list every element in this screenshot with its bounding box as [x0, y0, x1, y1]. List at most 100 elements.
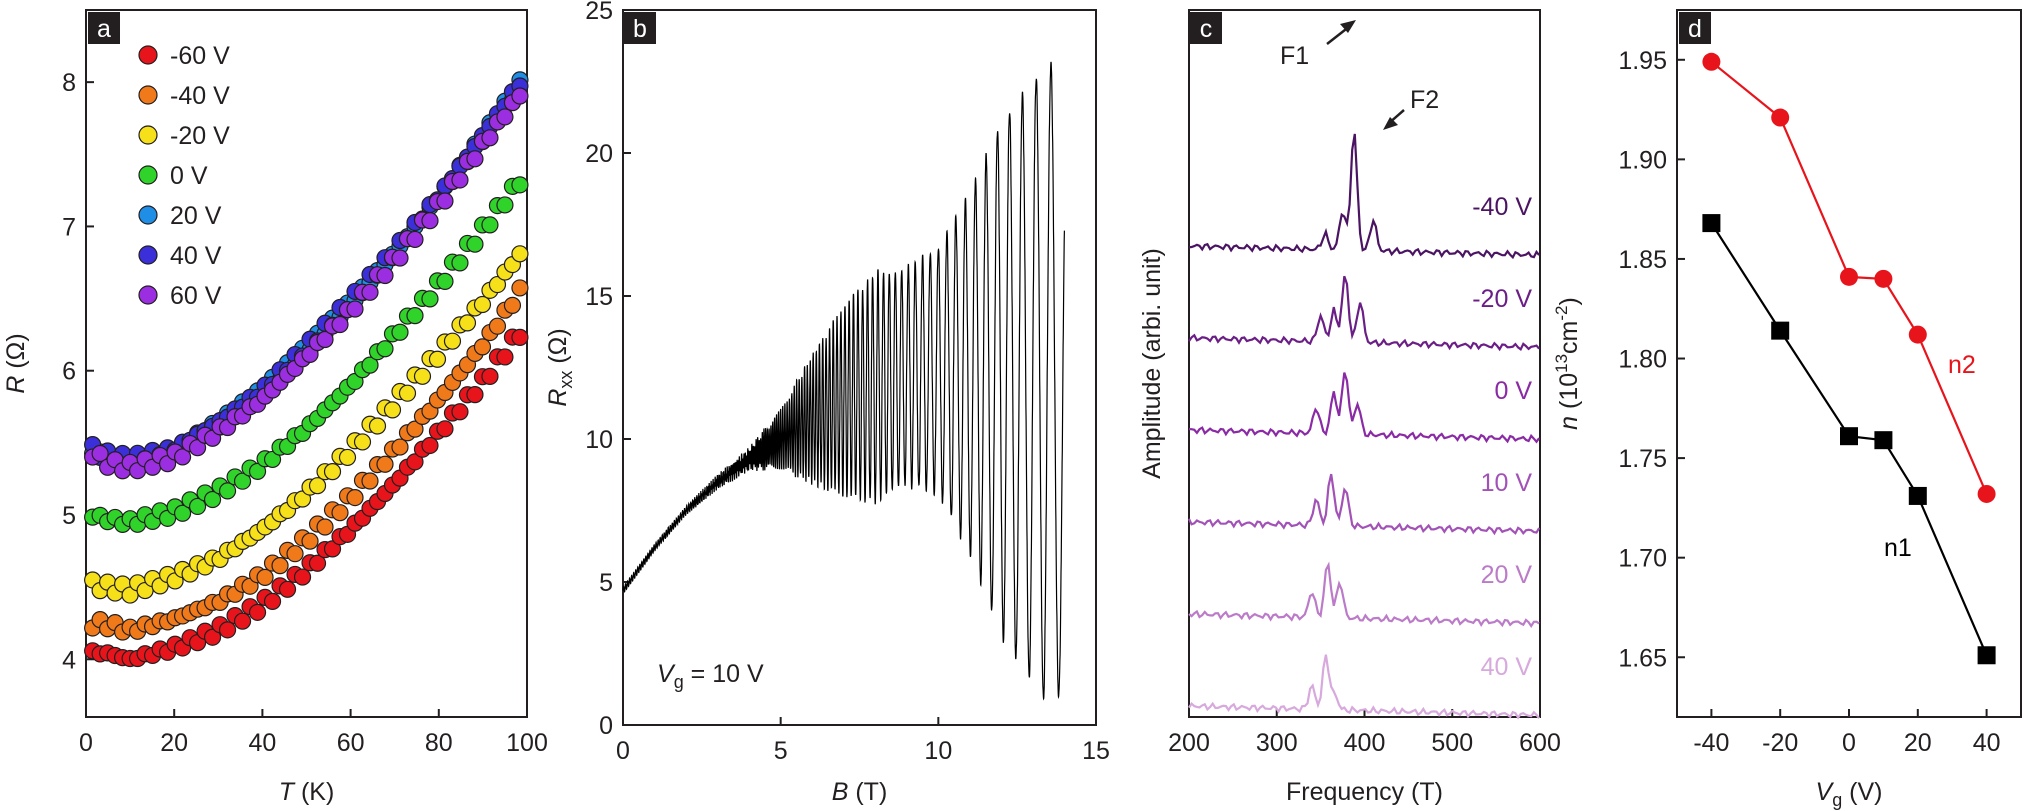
panel-b-annotation-sub: g [674, 672, 684, 692]
legend-label: -40 V [170, 82, 230, 110]
data-point [391, 438, 409, 456]
legend-marker [138, 125, 158, 145]
series-0V [84, 176, 529, 534]
data-point [406, 307, 424, 325]
panel-d-ylabel-sup2: -2 [1552, 305, 1571, 320]
data-point [421, 290, 439, 308]
data-point [316, 330, 334, 349]
data-point [1702, 52, 1721, 71]
data-point [248, 603, 267, 621]
panel-b-ytick-label: 0 [599, 712, 613, 740]
legend-marker [138, 85, 158, 105]
panel-a-label-text: a [97, 15, 111, 43]
data-point [188, 439, 207, 457]
panel-a-xlabel-unit: (K) [294, 778, 334, 806]
panel-d-xtick-label: -20 [1762, 729, 1798, 757]
legend-label: -60 V [170, 42, 230, 70]
data-point [436, 192, 454, 210]
panel-a-xlabel-var: T [279, 778, 296, 806]
panel-a-ytick-label: 6 [62, 358, 76, 386]
panel-b-ytick-label: 25 [585, 0, 613, 25]
panel-a-xtick-label: 80 [425, 729, 453, 757]
data-point [481, 367, 499, 385]
panel-b-ylabel-sub: xx [556, 371, 576, 389]
series-0V [1189, 372, 1540, 444]
panel-a-legend: -60 V -40 V -20 V 0 V 20 V 40 V 60 V [138, 42, 230, 310]
data-point [376, 266, 394, 285]
data-point [316, 518, 334, 536]
panel-a-xtick-label: 20 [160, 729, 188, 757]
panel-c-ylabel: Amplitude (arbi. unit) [1138, 248, 1166, 479]
data-point [1840, 427, 1858, 446]
panel-b-xlabel-var: B [832, 778, 849, 806]
annotation-arrowhead-F2 [1383, 117, 1398, 130]
legend-label: 40 V [170, 242, 222, 270]
data-point [466, 235, 484, 253]
panel-d-ylabel-mid: cm [1555, 321, 1583, 354]
panel-a-ytick-label: 4 [62, 646, 76, 674]
panel-b: b 0 5 10 15 0 5 10 15 20 25 B (T) Rxx (Ω) Vg = 10 V [544, 0, 1110, 806]
data-point [451, 171, 469, 189]
legend-marker [138, 285, 158, 305]
panel-c-xlabel: Frequency (T) [1286, 778, 1443, 806]
series--20V [1188, 275, 1540, 352]
panel-b-annotation: Vg = 10 V [657, 660, 764, 692]
data-point [173, 448, 192, 466]
panel-a-ytick-label: 8 [62, 69, 76, 97]
data-point [413, 367, 432, 385]
panel-a-ylabel: R (Ω) [2, 333, 30, 393]
panel-b-annotation-var: V [657, 660, 676, 688]
data-point [361, 472, 379, 490]
panel-d-label-text: d [1688, 15, 1702, 43]
data-point [218, 621, 237, 639]
data-point [308, 477, 327, 495]
data-point [293, 568, 312, 586]
data-point [368, 417, 387, 435]
panel-a-frame [85, 9, 528, 718]
data-point [1702, 214, 1721, 233]
data-point [256, 568, 274, 586]
data-point [451, 254, 469, 272]
data-point [353, 433, 372, 451]
legend-label: -20 V [170, 122, 230, 150]
data-point [1908, 486, 1927, 505]
panel-d-ytick-label: 1.75 [1618, 445, 1667, 473]
series--40V [1188, 133, 1540, 260]
data-point [488, 275, 507, 294]
panel-a-points [84, 71, 529, 668]
data-point [503, 296, 522, 314]
data-point [421, 436, 439, 455]
data-point [1977, 484, 1996, 503]
panel-c-xtick-label: 200 [1168, 729, 1210, 757]
legend-marker [138, 245, 158, 265]
data-point [488, 317, 507, 335]
panel-b-frame [622, 9, 1097, 726]
data-point [406, 230, 424, 249]
panel-b-ytick-label: 15 [585, 283, 613, 311]
series-label: 0 V [1494, 377, 1532, 405]
panel-a-xtick-label: 40 [248, 729, 276, 757]
legend-marker [138, 205, 158, 225]
panel-a-xtick-label: 0 [79, 729, 93, 757]
legend-label: 20 V [170, 202, 222, 230]
data-point [406, 420, 424, 438]
panel-d-xtick-label: 0 [1842, 729, 1856, 757]
series-label: -20 V [1472, 285, 1532, 313]
panel-c-annotation-F2: F2 [1410, 86, 1439, 114]
data-point [376, 340, 394, 358]
panel-d-ylabel-pre: (10 [1555, 373, 1583, 416]
series-label-n1: n1 [1884, 534, 1912, 562]
legend-marker [138, 165, 158, 185]
panel-b-xtick-label: 10 [924, 737, 952, 765]
panel-b-ylabel-unit: (Ω) [544, 328, 572, 370]
panel-a-xtick-label: 60 [337, 729, 365, 757]
panel-b-xtick-label: 15 [1082, 737, 1110, 765]
data-point [511, 328, 529, 346]
panel-b-xlabel-unit: (T) [848, 778, 887, 806]
data-point [286, 545, 304, 563]
data-point [376, 455, 394, 473]
data-point [233, 472, 252, 490]
panel-d-ytick-label: 1.70 [1618, 545, 1667, 573]
panel-b-ylabel-var: R [544, 389, 572, 407]
data-point [496, 348, 514, 366]
